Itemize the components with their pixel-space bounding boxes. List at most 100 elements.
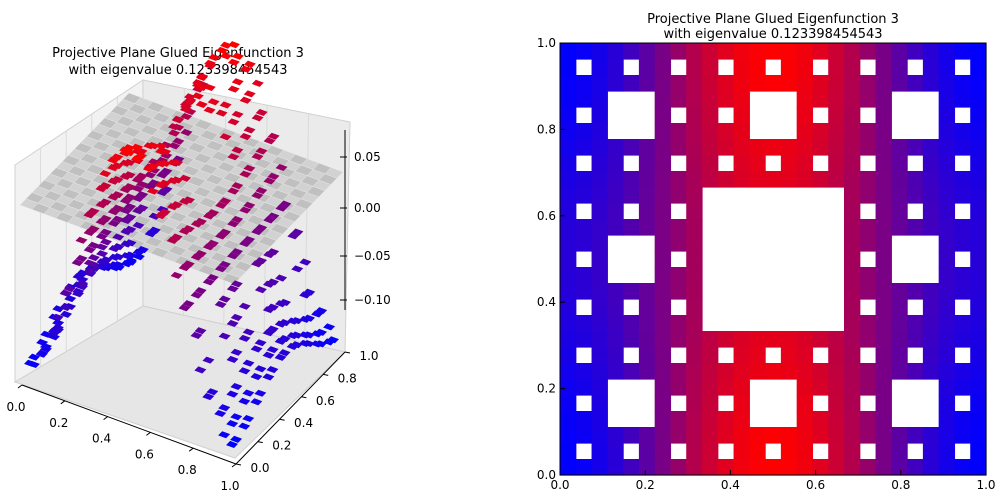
surface-point — [170, 201, 183, 209]
surface-point — [160, 141, 173, 149]
heatmap-cell — [607, 427, 624, 444]
heatmap-cell — [670, 267, 687, 284]
heatmap-cell — [970, 395, 987, 412]
heatmap-cell — [733, 155, 750, 172]
heatmap-cell — [891, 299, 908, 316]
heatmap-cell — [560, 155, 577, 172]
surface-point — [99, 170, 112, 178]
heatmap-cell — [733, 75, 750, 92]
surface-point — [263, 251, 276, 259]
heatmap-cell — [591, 91, 608, 108]
surface-point — [251, 114, 264, 122]
surface-point — [219, 133, 232, 141]
heatmap-cell — [623, 219, 640, 236]
heatmap-cell — [875, 171, 892, 188]
surface-point — [227, 220, 240, 228]
surface-point — [120, 228, 133, 236]
heatmap-cell — [796, 155, 814, 172]
heatmap-cell — [607, 443, 624, 460]
heatmap-cell — [922, 443, 940, 460]
surface-point — [28, 353, 41, 361]
heatmap-cell — [575, 427, 593, 444]
heatmap-cell — [654, 123, 672, 140]
surface-point — [107, 208, 120, 216]
surface-point — [274, 320, 287, 328]
y-tick-mark — [235, 463, 242, 466]
surface-point — [190, 331, 203, 339]
heatmap-cell — [717, 427, 735, 444]
heatmap-cell — [560, 331, 577, 348]
heatmap-cell — [702, 91, 719, 108]
surface-point — [59, 289, 72, 297]
heatmap-cell — [591, 59, 608, 76]
heatmap-cell — [875, 235, 892, 252]
heatmap-cell — [638, 219, 656, 236]
heatmap-cell — [970, 155, 987, 172]
surface-point — [215, 201, 228, 209]
heatmap-cell — [796, 123, 814, 140]
x-tick-mark — [60, 400, 66, 405]
heatmap-cell — [575, 379, 593, 396]
heatmap-cell — [922, 459, 940, 476]
heatmap-cell — [844, 187, 861, 204]
heatmap-cell — [938, 171, 956, 188]
surface-point — [231, 78, 244, 86]
heatmap-cell — [844, 411, 861, 428]
heatmap-cell — [686, 267, 703, 284]
heatmap-cell — [560, 235, 577, 252]
surface-point — [108, 253, 121, 261]
surface-point — [64, 295, 77, 303]
heatmap-cell — [844, 315, 861, 332]
surface-point — [231, 52, 244, 60]
heatmap-cell — [891, 283, 908, 300]
x-tick-label: 0.2 — [49, 416, 68, 430]
heatmap-cell — [591, 395, 608, 412]
heatmap-cell — [844, 379, 861, 396]
surface-point — [51, 313, 64, 321]
surface-point — [202, 393, 215, 401]
heatmap-cell — [670, 171, 687, 188]
heatmap-cell — [907, 315, 924, 332]
heatmap-cell — [812, 139, 829, 156]
heatmap-cell — [702, 443, 719, 460]
surface-point — [136, 191, 149, 199]
heatmap-cell — [907, 459, 924, 476]
surface-point — [120, 207, 132, 215]
heatmap-cell — [670, 139, 687, 156]
surface-point — [214, 265, 227, 273]
heatmap-cell — [575, 139, 593, 156]
surface-point — [83, 246, 96, 254]
heatmap-cell — [796, 363, 814, 380]
heatmap-cell — [954, 267, 971, 284]
surface-point — [299, 258, 312, 266]
heatmap-cell — [907, 283, 924, 300]
heatmap-cell — [702, 347, 719, 364]
surface-point — [146, 162, 159, 170]
heatmap-cell — [654, 75, 672, 92]
heatmap-cell — [686, 395, 703, 412]
heatmap-cell — [875, 411, 892, 428]
surface-point — [96, 261, 109, 269]
heatmap-cell — [938, 459, 956, 476]
heatmap-cell — [654, 299, 672, 316]
heatmap-cell — [765, 331, 782, 348]
heatmap-cell — [607, 283, 624, 300]
heatmap-cell — [796, 59, 814, 76]
heatmap-cell — [938, 347, 956, 364]
heatmap-cell — [938, 187, 956, 204]
heatmap-cell — [654, 251, 672, 268]
heatmap-cell — [654, 459, 672, 476]
heatmap-cell — [654, 171, 672, 188]
heatmap-cell — [954, 459, 971, 476]
surface-point — [243, 90, 256, 98]
z-tick-label: 0.00 — [354, 201, 381, 215]
surface-point — [275, 274, 288, 282]
heatmap-cell — [575, 75, 593, 92]
surface-point — [76, 275, 89, 283]
surface-point — [183, 97, 196, 105]
surface-point — [230, 382, 243, 391]
surface-point — [226, 355, 239, 363]
heatmap-cell — [654, 443, 672, 460]
surface-point — [95, 232, 108, 241]
heatmap-cell — [828, 171, 845, 188]
